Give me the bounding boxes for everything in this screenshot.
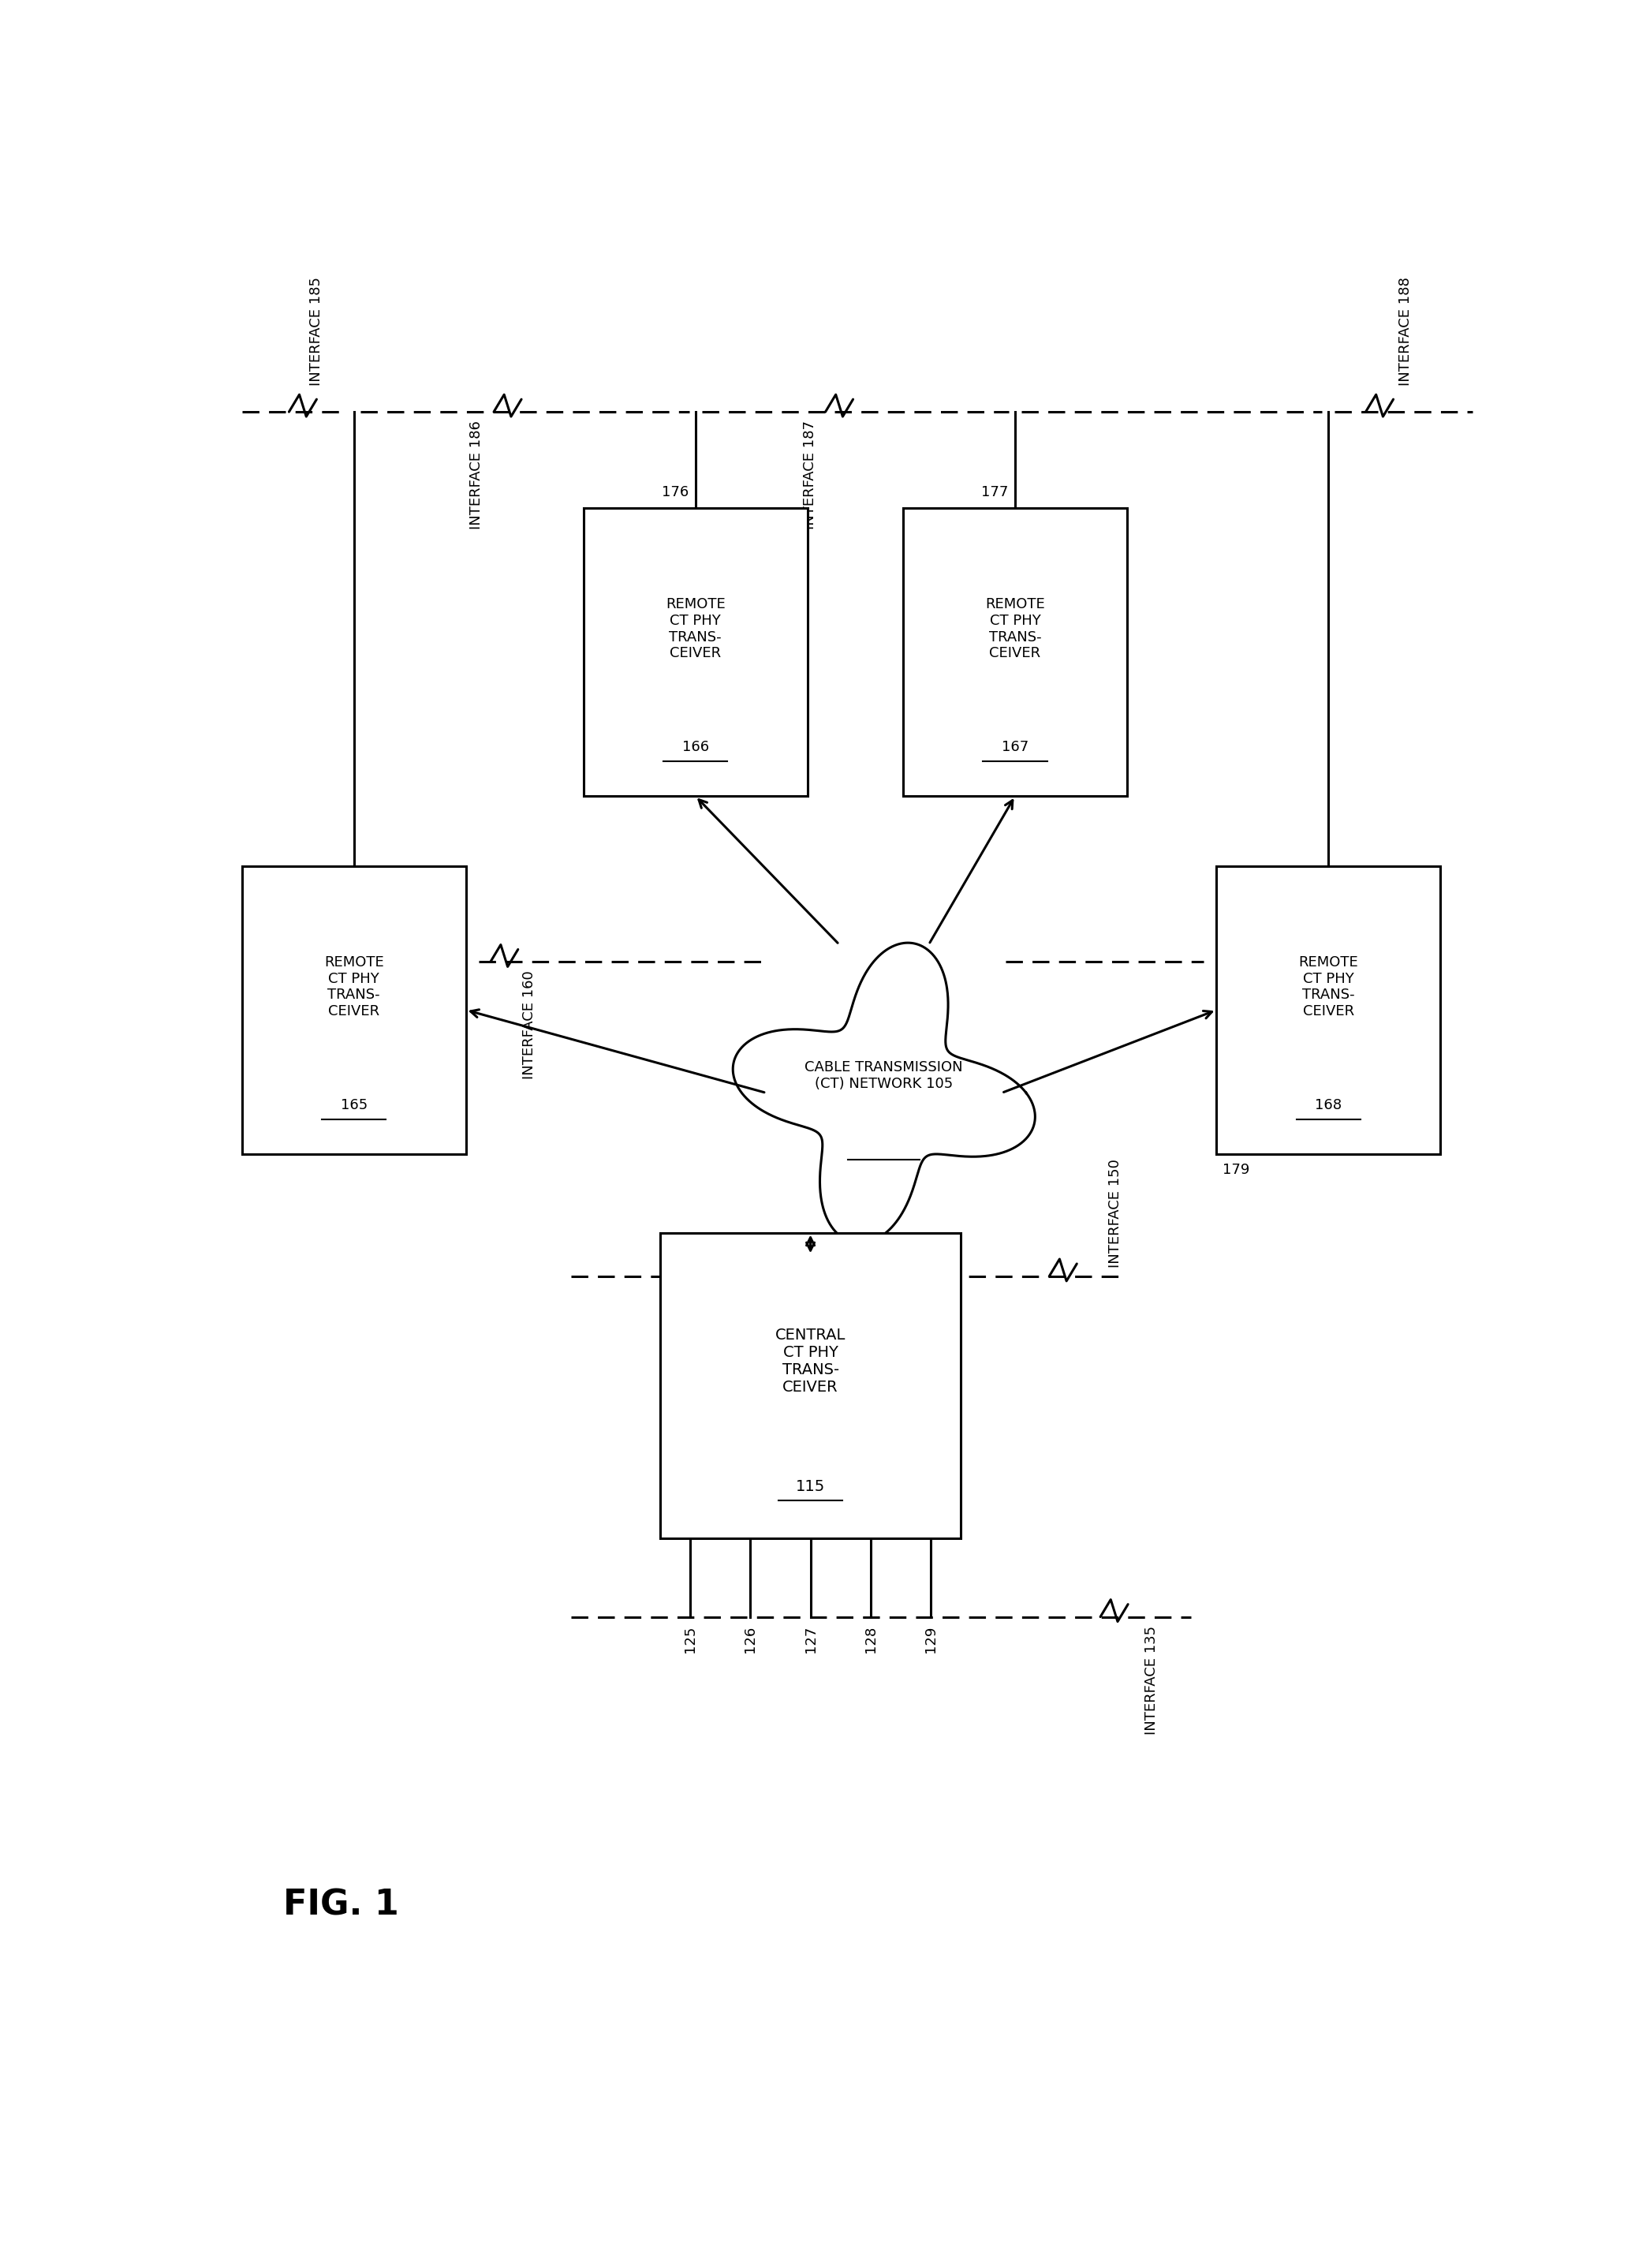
- Text: 178: 178: [1289, 930, 1315, 943]
- Text: 177: 177: [982, 485, 1008, 499]
- FancyBboxPatch shape: [660, 1234, 960, 1538]
- Text: REMOTE
CT PHY
TRANS-
CEIVER: REMOTE CT PHY TRANS- CEIVER: [1299, 955, 1358, 1018]
- Text: INTERFACE 185: INTERFACE 185: [309, 277, 323, 386]
- Text: 129: 129: [924, 1626, 937, 1653]
- FancyBboxPatch shape: [584, 508, 807, 796]
- Text: REMOTE
CT PHY
TRANS-
CEIVER: REMOTE CT PHY TRANS- CEIVER: [323, 955, 384, 1018]
- Text: REMOTE
CT PHY
TRANS-
CEIVER: REMOTE CT PHY TRANS- CEIVER: [985, 596, 1044, 660]
- Text: 175: 175: [314, 930, 342, 943]
- Text: 166: 166: [681, 739, 710, 755]
- Text: 115: 115: [795, 1479, 825, 1495]
- Text: 176: 176: [662, 485, 690, 499]
- Text: INTERFACE 150: INTERFACE 150: [1107, 1159, 1122, 1268]
- Text: INTERFACE 135: INTERFACE 135: [1145, 1626, 1158, 1735]
- Text: 167: 167: [1002, 739, 1028, 755]
- Text: 179: 179: [1223, 1163, 1251, 1177]
- Text: INTERFACE 160: INTERFACE 160: [521, 971, 536, 1080]
- Text: 128: 128: [863, 1626, 878, 1653]
- FancyBboxPatch shape: [243, 866, 465, 1154]
- Text: CABLE TRANSMISSION
(CT) NETWORK 105: CABLE TRANSMISSION (CT) NETWORK 105: [805, 1059, 964, 1091]
- Text: INTERFACE 188: INTERFACE 188: [1399, 277, 1412, 386]
- Text: FIG. 1: FIG. 1: [284, 1889, 399, 1923]
- Text: 127: 127: [804, 1626, 817, 1653]
- Text: 165: 165: [340, 1098, 368, 1111]
- Text: 125: 125: [683, 1626, 698, 1653]
- Text: CENTRAL
CT PHY
TRANS-
CEIVER: CENTRAL CT PHY TRANS- CEIVER: [775, 1327, 846, 1395]
- Text: REMOTE
CT PHY
TRANS-
CEIVER: REMOTE CT PHY TRANS- CEIVER: [665, 596, 726, 660]
- Text: 168: 168: [1315, 1098, 1341, 1111]
- FancyBboxPatch shape: [1216, 866, 1440, 1154]
- FancyBboxPatch shape: [903, 508, 1127, 796]
- Polygon shape: [733, 943, 1035, 1243]
- Text: INTERFACE 186: INTERFACE 186: [470, 420, 483, 528]
- Text: 126: 126: [742, 1626, 757, 1653]
- Text: INTERFACE 187: INTERFACE 187: [802, 420, 817, 528]
